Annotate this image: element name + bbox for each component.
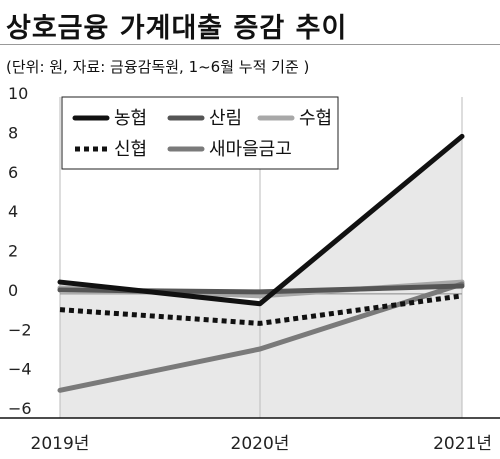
- plot-area: [60, 136, 462, 418]
- legend-label-신협: 신협: [114, 139, 147, 160]
- chart-title: 상호금융 가계대출 증감 추이: [6, 13, 348, 44]
- y-tick-label: 6: [8, 163, 18, 182]
- y-tick-label: −6: [8, 399, 32, 418]
- y-tick-label: 0: [8, 281, 18, 300]
- axes: 10 8 6 4 2 0 −2 −4 −6 2019년 2020년 2021년: [0, 84, 500, 454]
- series-line-신협: [59, 293, 463, 326]
- shaded-area: [60, 136, 462, 418]
- x-tick-label: 2019년: [31, 434, 90, 454]
- y-tick-label: 2: [8, 242, 18, 261]
- legend-box: [61, 96, 339, 170]
- x-tick-label: 2021년: [433, 434, 492, 454]
- legend-label-수협: 수협: [299, 108, 332, 129]
- title-divider: [0, 44, 500, 45]
- y-tick-label: 4: [8, 202, 18, 221]
- y-tick-label: 10: [8, 84, 28, 103]
- y-tick-label: −2: [8, 320, 32, 339]
- series-layer: [57, 133, 465, 393]
- legend-label-산림: 산림: [209, 108, 242, 129]
- series-line-농협: [57, 133, 465, 307]
- legend-label-농협: 농협: [114, 108, 147, 129]
- chart-subtitle: (단위: 원, 자료: 금융감독원, 1~6월 누적 기준 ): [6, 58, 310, 76]
- legend-label-새마을금고: 새마을금고: [209, 139, 292, 160]
- y-tick-label: −4: [8, 360, 32, 379]
- x-tick-label: 2020년: [231, 434, 290, 454]
- y-tick-label: 8: [8, 123, 18, 142]
